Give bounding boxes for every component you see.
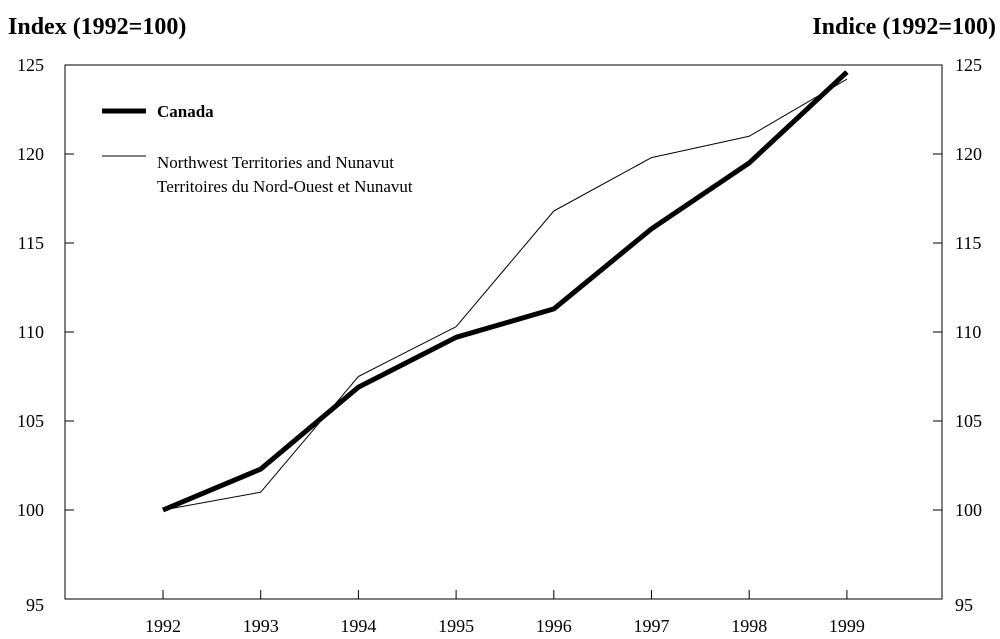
x-tick-label: 1995 [438, 616, 474, 636]
legend-label: Northwest Territories and Nunavut [157, 153, 394, 172]
data-series [162, 70, 849, 513]
x-tick-label: 1994 [340, 616, 376, 636]
left-axis-unit-title: Index (1992=100) [8, 14, 187, 40]
y-tick-label-right: 110 [955, 322, 981, 342]
y-tick-label-right: 125 [955, 55, 982, 75]
x-tick-label: 1997 [634, 616, 670, 636]
x-axis-ticks: 1992 1993 1994 1995 1996 1997 1998 1999 [145, 590, 865, 636]
y-tick-label-right: 120 [955, 144, 982, 164]
y-tick-label-right: 105 [955, 411, 982, 431]
x-tick-label: 1996 [536, 616, 572, 636]
x-tick-label: 1998 [731, 616, 767, 636]
y-tick-label-left: 95 [26, 595, 44, 615]
legend-label: Canada [157, 102, 214, 121]
plot-frame [64, 64, 943, 600]
y-tick-label-right: 100 [955, 500, 982, 520]
y-tick-label-right: 95 [955, 595, 973, 615]
series-line-nwt-nunavut [162, 78, 848, 511]
series-line-canada [162, 70, 849, 513]
x-tick-label: 1993 [243, 616, 279, 636]
right-axis-unit-title: Indice (1992=100) [812, 14, 996, 40]
x-tick-label: 1999 [829, 616, 865, 636]
y-tick-label-right: 115 [955, 233, 981, 253]
legend-label: Territoires du Nord-Ouest et Nunavut [157, 177, 413, 196]
y-tick-label-left: 120 [17, 144, 44, 164]
y-tick-label-left: 100 [17, 500, 44, 520]
y-tick-label-left: 110 [18, 322, 44, 342]
y-tick-label-left: 105 [17, 411, 44, 431]
x-tick-label: 1992 [145, 616, 181, 636]
y-tick-label-left: 125 [17, 55, 44, 75]
legend: Canada Northwest Territories and Nunavut T… [102, 102, 413, 196]
left-y-axis-ticks: 95 100 105 110 115 120 125 [17, 55, 74, 615]
right-y-axis-ticks: 95 100 105 110 115 120 125 [933, 55, 982, 615]
y-tick-label-left: 115 [18, 233, 44, 253]
